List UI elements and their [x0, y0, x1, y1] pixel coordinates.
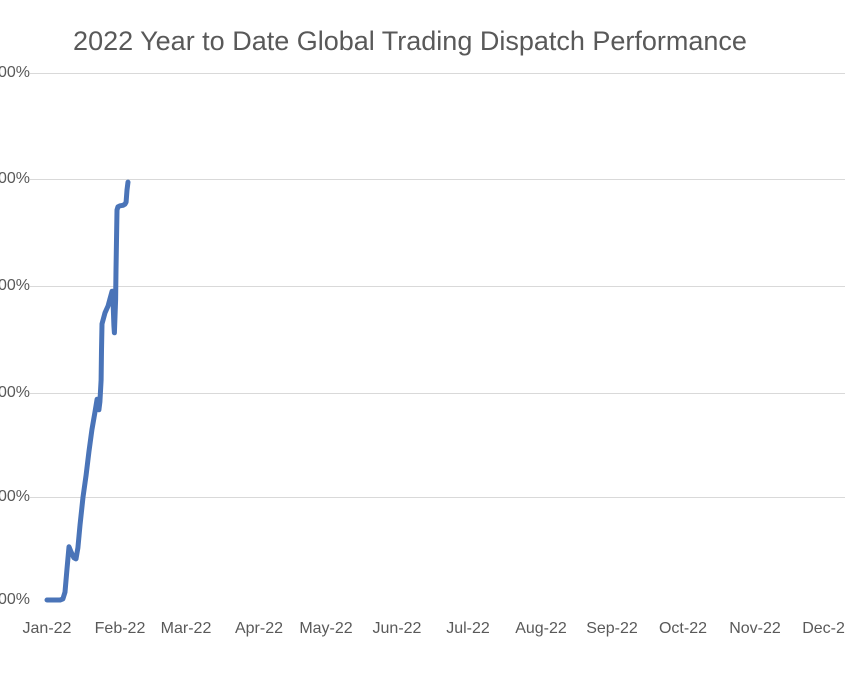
- y-axis-tick-label: 00%: [0, 591, 30, 608]
- data-series-line: [44, 179, 131, 603]
- x-axis-tick-label: May-22: [299, 620, 353, 637]
- x-axis-tick-label: Nov-22: [729, 620, 781, 637]
- x-axis-tick-label: Feb-22: [94, 620, 146, 637]
- y-axis-tick-label: 00%: [0, 64, 30, 81]
- x-axis-tick-label: Dec-22: [802, 620, 845, 637]
- x-axis-tick-label: Aug-22: [515, 620, 567, 637]
- y-axis-tick-label: 00%: [0, 170, 30, 187]
- x-axis-tick-label: Sep-22: [586, 620, 638, 637]
- y-axis-tick-label: 00%: [0, 384, 30, 401]
- x-axis-tick-label: Mar-22: [160, 620, 212, 637]
- y-axis-tick-label: 00%: [0, 488, 30, 505]
- x-axis-tick-label: Jan-22: [22, 620, 72, 637]
- x-axis-tick-label: Oct-22: [658, 620, 707, 637]
- x-axis-tick-label: Jun-22: [372, 620, 422, 637]
- x-axis-tick-label: Apr-22: [234, 620, 284, 637]
- y-axis-tick-label: 00%: [0, 277, 30, 294]
- x-axis-tick-label: Jul-22: [446, 620, 490, 637]
- chart-title: 2022 Year to Date Global Trading Dispatc…: [73, 26, 747, 56]
